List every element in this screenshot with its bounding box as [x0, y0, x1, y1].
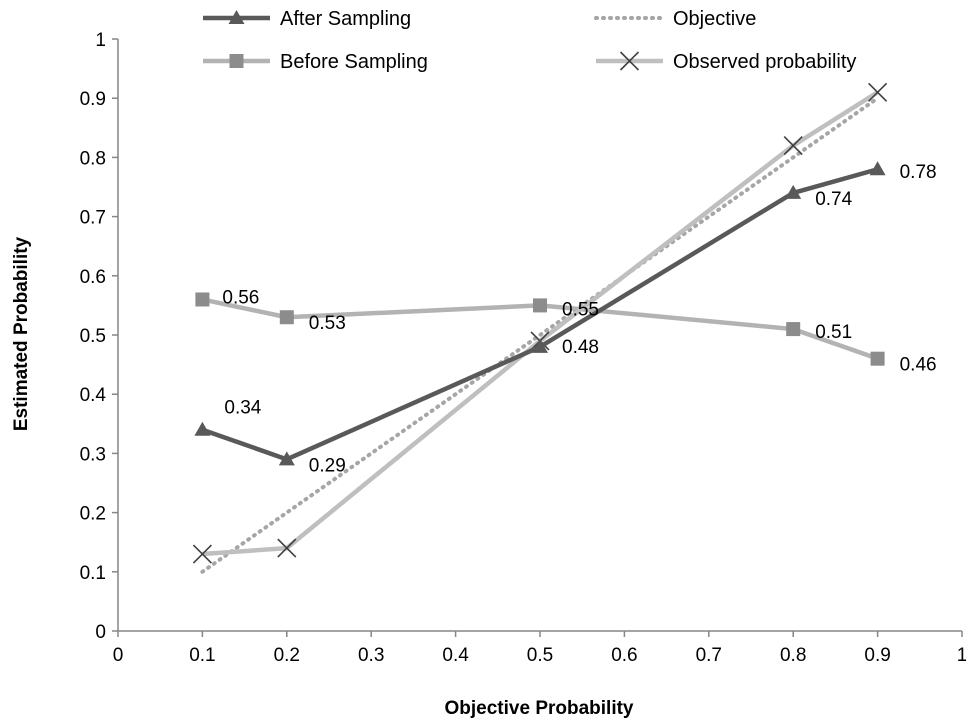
marker-x-stroke [783, 135, 803, 156]
data-labels: 0.56 0.53 0.55 0.51 0.46 0.34 0.29 0.48 0.74 0.78 [222, 162, 936, 476]
axes: 0 0.1 0.2 0.3 0.4 0.5 0.6 0.7 0.8 0.9 1 0 0.1 0.2 0.3 0… [80, 30, 966, 666]
y-tick-label: 0.2 [80, 504, 106, 525]
data-label-after-sampling: 0.48 [562, 337, 599, 358]
legend-item-before-sampling: Before Sampling [203, 51, 428, 73]
legend-label-objective: Objective [673, 8, 756, 30]
marker-x-stroke [619, 51, 640, 71]
y-tick-label: 0.8 [80, 148, 106, 169]
x-tick-label: 0.3 [358, 645, 384, 666]
y-tick-label: 0.9 [80, 89, 106, 110]
data-point-observed-probability [783, 135, 803, 156]
series-before-sampling [195, 292, 885, 366]
legend-item-objective: Objective [594, 8, 756, 30]
legend-label-after-sampling: After Sampling [280, 8, 411, 30]
data-point-after-sampling [869, 161, 886, 176]
series-after-sampling [194, 161, 886, 466]
y-tick-label: 0 [95, 622, 106, 643]
series-line-observed-probability [202, 90, 879, 557]
data-point-observed-probability [868, 82, 888, 102]
data-label-before-sampling: 0.56 [222, 287, 259, 308]
x-tick-label: 1 [957, 645, 966, 666]
data-point-after-sampling [194, 421, 211, 436]
y-tick-label: 0.6 [80, 267, 106, 288]
y-tick-label: 0.1 [80, 563, 106, 584]
y-tick-label: 0.3 [80, 444, 106, 465]
data-point-after-sampling [278, 451, 295, 466]
x-tick-label: 0.5 [527, 645, 553, 666]
x-tick-label: 0.6 [611, 645, 637, 666]
x-tick-label: 0.8 [780, 645, 806, 666]
data-point-observed-probability [192, 544, 212, 564]
data-label-after-sampling: 0.78 [900, 162, 937, 183]
y-tick-label: 0.5 [80, 326, 106, 347]
data-point-before-sampling [870, 351, 885, 366]
data-point-before-sampling [195, 292, 210, 307]
data-point-before-sampling [533, 298, 547, 313]
x-tick-label: 0.2 [274, 645, 300, 666]
y-tick-label: 1 [95, 30, 106, 51]
data-point-after-sampling [785, 184, 802, 199]
y-tick-label: 0.4 [80, 385, 107, 406]
legend-marker-after-sampling [228, 10, 245, 24]
data-label-before-sampling: 0.51 [815, 322, 852, 343]
x-tick-label: 0.7 [696, 645, 722, 666]
data-point-observed-probability [277, 538, 297, 558]
legend-label-before-sampling: Before Sampling [280, 51, 428, 73]
x-tick-label: 0.9 [864, 645, 890, 666]
marker-x-stroke [277, 538, 297, 558]
data-label-before-sampling: 0.55 [562, 299, 599, 320]
legend-marker-before-sampling [229, 54, 244, 68]
y-tick-label: 0.7 [80, 208, 106, 229]
data-label-after-sampling: 0.74 [815, 189, 852, 210]
series-observed-probability [192, 82, 888, 564]
legend-item-after-sampling: After Sampling [203, 8, 411, 30]
series-objective [200, 96, 880, 574]
series-line-objective [200, 96, 880, 574]
legend-label-observed-probability: Observed probability [673, 51, 856, 73]
x-tick-label: 0.1 [189, 645, 215, 666]
series-layer [192, 82, 888, 574]
data-point-before-sampling [786, 322, 801, 337]
data-point-before-sampling [279, 310, 294, 325]
data-point-after-sampling [532, 338, 548, 353]
legend-marker-observed-probability [619, 51, 640, 71]
legend-item-observed-probability: Observed probability [596, 51, 856, 73]
legend: After Sampling Before Sampling Objective Ob… [203, 8, 856, 73]
marker-x-stroke [192, 544, 212, 564]
x-axis-title: Objective Probability [445, 698, 634, 719]
marker-x-stroke [868, 82, 888, 102]
x-tick-label: 0 [113, 645, 124, 666]
data-label-before-sampling: 0.46 [900, 355, 937, 376]
y-axis-title: Estimated Probability [11, 236, 32, 431]
data-label-after-sampling: 0.29 [309, 455, 346, 476]
data-label-before-sampling: 0.53 [309, 313, 346, 334]
data-label-after-sampling: 0.34 [224, 398, 261, 419]
x-tick-label: 0.4 [442, 645, 469, 666]
